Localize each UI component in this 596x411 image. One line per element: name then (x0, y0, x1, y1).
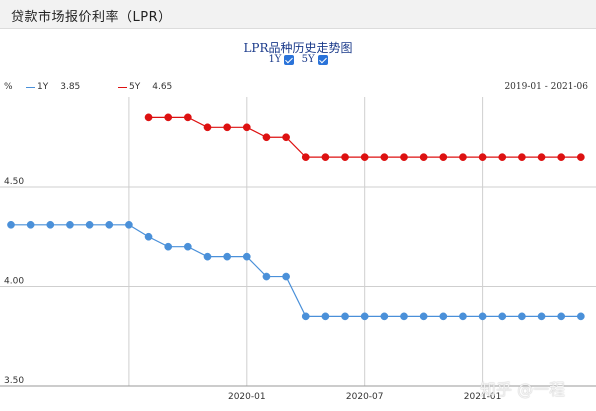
data-point-1y (557, 312, 566, 321)
data-point-5y (459, 153, 467, 161)
series-toggles: 1Y 5Y (0, 54, 596, 65)
data-point-5y (439, 153, 448, 161)
x-tick-label: 2020-07 (346, 392, 384, 402)
data-point-5y (282, 133, 290, 142)
data-point-1y (577, 312, 585, 321)
data-point-1y (459, 312, 467, 321)
date-range: 2019-01 - 2021-06 (504, 82, 588, 92)
toggle-5y[interactable]: 5Y (302, 54, 328, 65)
data-point-1y (478, 312, 487, 321)
data-point-5y (164, 113, 173, 122)
data-point-5y (242, 123, 251, 132)
data-point-1y (85, 220, 94, 229)
data-point-1y (26, 220, 35, 229)
data-point-5y (537, 153, 546, 161)
data-point-1y (439, 312, 448, 321)
data-point-5y (380, 153, 389, 161)
toggle-1y[interactable]: 1Y (268, 54, 295, 65)
data-point-5y (419, 153, 428, 161)
chart-title: LPR品种历史走势图 (243, 41, 353, 55)
data-point-5y (321, 153, 330, 161)
data-point-5y (498, 153, 507, 161)
panel-title: 贷款市场报价利率（LPR） (11, 10, 172, 25)
data-point-1y (66, 220, 74, 229)
data-point-1y (301, 312, 310, 321)
data-point-1y (125, 220, 133, 229)
data-point-5y (144, 113, 153, 122)
data-point-1y (144, 232, 153, 241)
x-tick-label: 2020-01 (228, 392, 266, 402)
data-point-1y (282, 272, 290, 281)
data-point-5y (360, 153, 369, 161)
legend-line-5y (118, 86, 127, 88)
watermark: 知乎 @一程 (480, 380, 566, 399)
data-point-5y (184, 113, 192, 122)
legend-value-5y: 4.65 (152, 82, 173, 92)
legend-name-5y: 5Y (129, 82, 141, 92)
data-point-1y (105, 220, 114, 229)
data-point-1y (498, 312, 507, 321)
data-point-5y (341, 153, 349, 161)
toggle-1y-label: 1Y (268, 54, 282, 65)
data-point-1y (400, 312, 408, 321)
toggle-1y-checkbox[interactable] (284, 54, 295, 65)
legend-item-1y[interactable]: 1Y 3.85 (26, 82, 80, 92)
data-point-5y (301, 153, 310, 161)
data-point-5y (203, 123, 212, 132)
data-point-1y (242, 252, 251, 261)
legend-line-1y (26, 86, 35, 88)
data-point-1y (341, 312, 349, 321)
y-axis-unit: % (4, 82, 13, 92)
y-tick-label: 4.50 (4, 177, 24, 187)
data-point-1y (7, 220, 15, 229)
data-point-1y (419, 312, 428, 321)
data-point-1y (184, 242, 192, 251)
toggle-5y-label: 5Y (301, 54, 315, 65)
x-tick-label: 2021-01 (464, 392, 502, 402)
data-point-5y (518, 153, 526, 161)
panel-header: 贷款市场报价利率（LPR） (0, 0, 596, 29)
y-tick-label: 4.00 (4, 277, 24, 287)
toggle-5y-checkbox[interactable] (317, 54, 328, 65)
data-point-5y (557, 153, 566, 161)
series-line-1y (11, 224, 581, 317)
data-point-5y (478, 153, 487, 161)
y-tick-label: 3.50 (4, 376, 24, 386)
data-point-1y (223, 252, 231, 261)
data-point-1y (46, 220, 55, 229)
data-point-5y (262, 133, 271, 142)
data-point-1y (321, 312, 330, 321)
legend-name-1y: 1Y (37, 82, 49, 92)
data-point-1y (360, 312, 369, 321)
legend-item-5y[interactable]: 5Y 4.65 (118, 82, 172, 92)
data-point-1y (164, 242, 173, 251)
data-point-1y (380, 312, 389, 321)
legend-value-1y: 3.85 (60, 82, 81, 92)
data-point-5y (400, 153, 408, 161)
data-point-1y (518, 312, 526, 321)
data-point-1y (262, 272, 271, 281)
data-point-1y (537, 312, 546, 321)
data-point-5y (223, 123, 231, 132)
data-point-1y (203, 252, 212, 261)
data-point-5y (577, 153, 585, 161)
